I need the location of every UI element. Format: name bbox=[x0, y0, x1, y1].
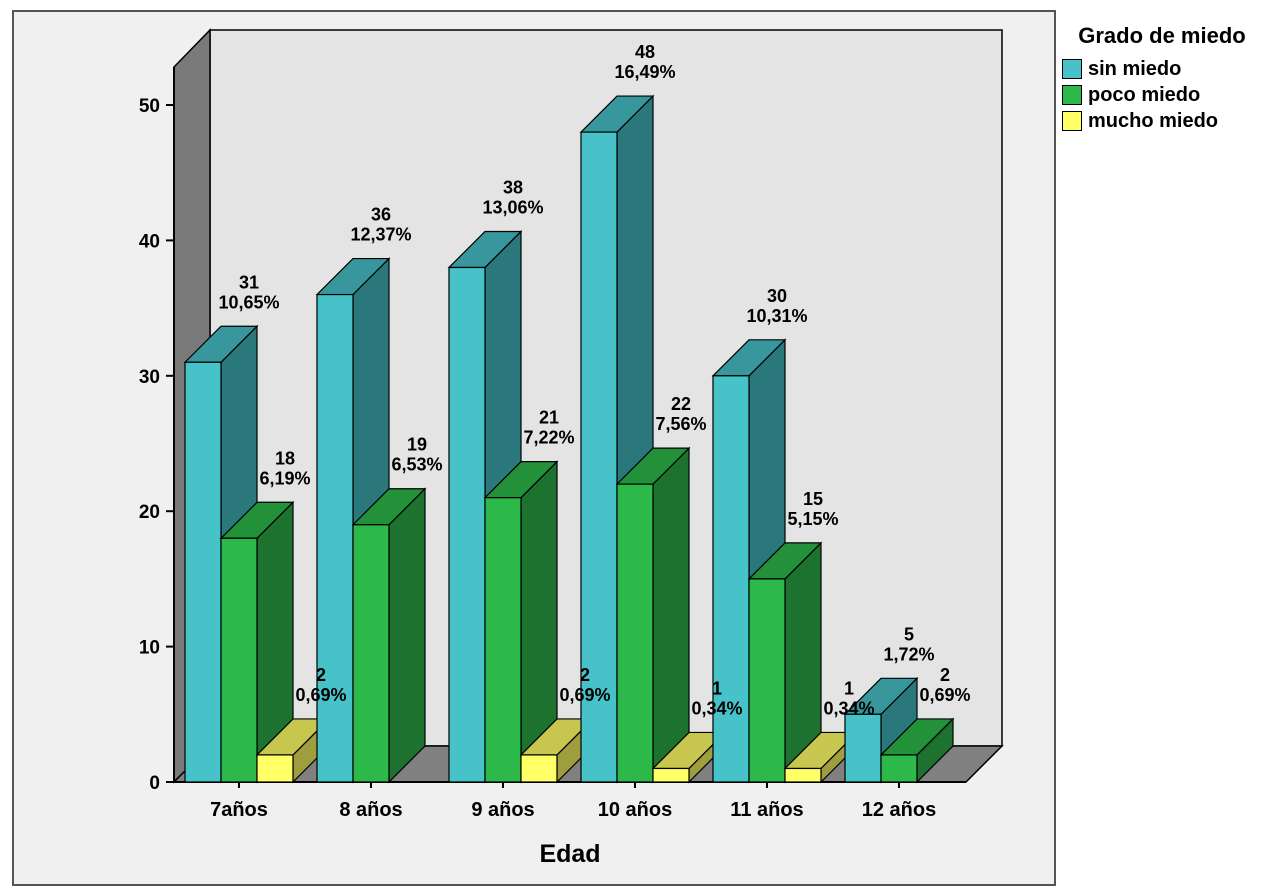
data-label-percent: 13,06% bbox=[482, 197, 543, 217]
data-label-count: 2 bbox=[316, 665, 326, 685]
x-tick-label: 11 años bbox=[730, 799, 803, 821]
bar bbox=[351, 487, 427, 784]
bar-front bbox=[520, 754, 558, 783]
data-label-percent: 0,69% bbox=[295, 685, 346, 705]
bar-front bbox=[352, 524, 390, 783]
y-tick-label: 0 bbox=[149, 773, 160, 794]
data-label-count: 2 bbox=[580, 665, 590, 685]
bar-front bbox=[184, 361, 222, 783]
legend-item-poco-miedo: poco miedo bbox=[1062, 82, 1262, 108]
data-label-count: 2 bbox=[940, 665, 950, 685]
legend-label: poco miedo bbox=[1088, 83, 1201, 106]
data-label-percent: 10,31% bbox=[746, 306, 807, 326]
bar-front bbox=[220, 537, 258, 783]
bar-front bbox=[484, 497, 522, 783]
bar bbox=[747, 541, 823, 784]
legend-title: Grado de miedo bbox=[1078, 23, 1246, 48]
data-label-count: 48 bbox=[635, 42, 655, 62]
data-label-percent: 0,69% bbox=[559, 685, 610, 705]
bar-side bbox=[388, 487, 426, 784]
x-tick-label: 10 años bbox=[598, 799, 672, 821]
data-label-percent: 0,34% bbox=[823, 698, 874, 718]
data-label-percent: 5,15% bbox=[787, 509, 838, 529]
data-label-count: 22 bbox=[671, 394, 691, 414]
bar-front bbox=[748, 578, 786, 783]
bar-front bbox=[616, 483, 654, 783]
bar-front bbox=[580, 131, 618, 783]
data-label-percent: 12,37% bbox=[350, 225, 411, 245]
x-tick-label: 8 años bbox=[339, 799, 402, 821]
data-label-percent: 0,69% bbox=[919, 685, 970, 705]
bar-front bbox=[880, 754, 918, 783]
legend: Grado de miedo sin miedo poco miedo much… bbox=[1062, 24, 1262, 134]
bar bbox=[615, 446, 691, 784]
bar bbox=[879, 717, 955, 784]
y-tick-label: 50 bbox=[139, 96, 160, 117]
legend-swatch bbox=[1062, 85, 1082, 105]
legend-item-sin-miedo: sin miedo bbox=[1062, 56, 1262, 82]
data-label-count: 1 bbox=[712, 678, 722, 698]
data-label-percent: 7,22% bbox=[523, 428, 574, 448]
data-label-count: 38 bbox=[503, 177, 523, 197]
bar-front bbox=[316, 293, 354, 783]
x-tick-label: 7años bbox=[210, 799, 268, 821]
data-label-count: 36 bbox=[371, 205, 391, 225]
data-label-percent: 7,56% bbox=[655, 414, 706, 434]
legend-label: sin miedo bbox=[1088, 57, 1182, 80]
data-label-count: 18 bbox=[275, 448, 295, 468]
y-tick-label: 20 bbox=[139, 502, 160, 523]
data-label-count: 30 bbox=[767, 286, 787, 306]
x-tick-label: 12 años bbox=[862, 799, 936, 821]
bar-side bbox=[652, 446, 690, 784]
y-tick-label: 40 bbox=[139, 231, 160, 252]
data-label-count: 1 bbox=[844, 678, 854, 698]
bar-front bbox=[844, 713, 882, 783]
data-label-percent: 16,49% bbox=[614, 62, 675, 82]
bar-front bbox=[712, 375, 750, 783]
data-label-percent: 1,72% bbox=[883, 644, 934, 664]
bar bbox=[483, 460, 559, 784]
data-label-count: 5 bbox=[904, 624, 914, 644]
y-tick-label: 10 bbox=[139, 638, 160, 659]
data-label-count: 19 bbox=[407, 435, 427, 455]
bar bbox=[219, 500, 295, 784]
bar-front bbox=[652, 767, 690, 783]
y-tick-label: 30 bbox=[139, 367, 160, 388]
legend-label: mucho miedo bbox=[1088, 109, 1219, 132]
data-label-percent: 0,34% bbox=[691, 698, 742, 718]
data-label-count: 31 bbox=[239, 272, 259, 292]
bar-front bbox=[784, 767, 822, 783]
legend-item-mucho-miedo: mucho miedo bbox=[1062, 108, 1262, 134]
data-label-percent: 10,65% bbox=[218, 292, 279, 312]
legend-swatch bbox=[1062, 111, 1082, 131]
x-axis-title: Edad bbox=[539, 840, 600, 868]
x-tick-label: 9 años bbox=[471, 799, 534, 821]
data-label-count: 21 bbox=[539, 408, 559, 428]
data-label-percent: 6,19% bbox=[259, 468, 310, 488]
data-label-count: 15 bbox=[803, 489, 823, 509]
data-label-percent: 6,53% bbox=[391, 455, 442, 475]
bar-front bbox=[256, 754, 294, 783]
legend-swatch bbox=[1062, 59, 1082, 79]
bar-front bbox=[448, 266, 486, 783]
